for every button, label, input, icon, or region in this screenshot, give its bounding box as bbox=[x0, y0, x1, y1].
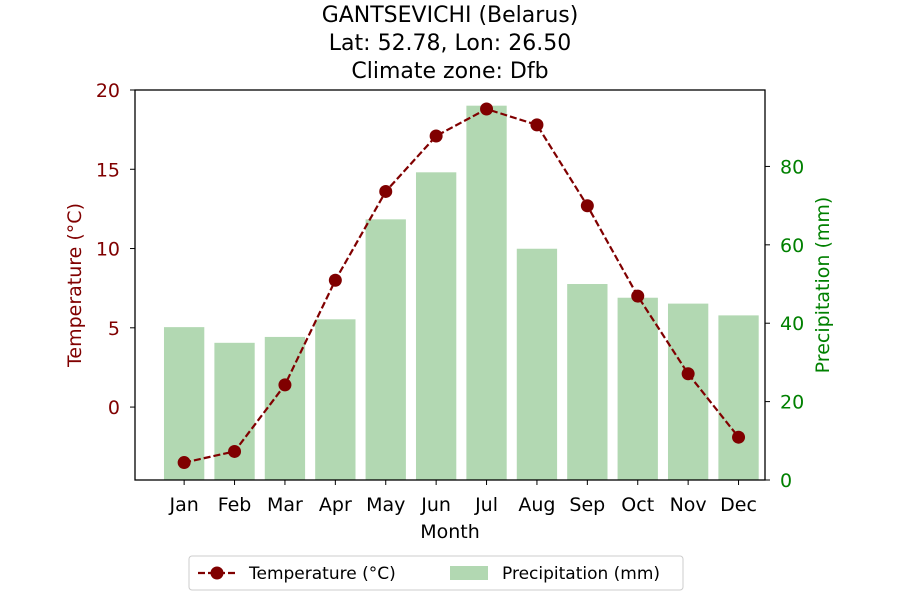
x-tick-label: Jan bbox=[168, 494, 198, 516]
precipitation-bar-jan bbox=[163, 327, 205, 480]
temperature-series bbox=[177, 102, 746, 470]
x-tick-label: Jun bbox=[420, 494, 451, 516]
temperature-point-oct bbox=[631, 289, 645, 303]
y-left-tick-label: 0 bbox=[108, 397, 120, 419]
precipitation-bar-mar bbox=[264, 336, 306, 480]
title-line-2: Lat: 52.78, Lon: 26.50 bbox=[329, 31, 571, 56]
precipitation-bar-jul bbox=[466, 105, 507, 480]
temperature-point-jun bbox=[429, 129, 443, 143]
x-tick-label: Mar bbox=[267, 494, 303, 516]
x-tick-label: Apr bbox=[319, 494, 352, 516]
y-right-tick-label: 0 bbox=[780, 470, 792, 492]
precipitation-bar-dec bbox=[718, 315, 759, 480]
y-right-tick-label: 20 bbox=[780, 392, 804, 414]
title-line-1: GANTSEVICHI (Belarus) bbox=[322, 3, 579, 28]
y-axis-left: 0 5 10 15 20 bbox=[96, 80, 135, 419]
legend-temperature-label: Temperature (°C) bbox=[248, 564, 396, 584]
precipitation-bar-apr bbox=[315, 319, 356, 480]
y-axis-right-label: Precipitation (mm) bbox=[812, 197, 834, 374]
y-right-tick-label: 80 bbox=[780, 156, 804, 178]
temperature-point-aug bbox=[530, 118, 544, 132]
legend: Temperature (°C) Precipitation (mm) bbox=[188, 555, 684, 591]
y-left-tick-label: 20 bbox=[96, 80, 120, 102]
y-right-tick-label: 40 bbox=[780, 313, 804, 335]
temperature-point-sep bbox=[580, 199, 594, 213]
y-right-tick-label: 60 bbox=[780, 235, 804, 257]
y-left-tick-label: 5 bbox=[108, 318, 120, 340]
temperature-point-apr bbox=[328, 273, 342, 287]
precipitation-bar-sep bbox=[567, 284, 608, 480]
x-tick-label: May bbox=[366, 494, 405, 516]
legend-frame bbox=[188, 555, 684, 591]
chart-title: GANTSEVICHI (Belarus) Lat: 52.78, Lon: 2… bbox=[322, 3, 579, 84]
title-line-3: Climate zone: Dfb bbox=[351, 59, 548, 84]
y-left-tick-label: 15 bbox=[96, 159, 120, 181]
precipitation-bar-jun bbox=[415, 172, 457, 480]
x-axis-label: Month bbox=[420, 521, 480, 543]
x-tick-label: Jul bbox=[474, 494, 498, 516]
plot-frame bbox=[134, 89, 766, 481]
precipitation-bar-may bbox=[365, 219, 406, 480]
legend-precipitation-swatch bbox=[450, 566, 488, 580]
x-axis: Jan Feb Mar Apr May Jun Jul Aug Sep Oct Nov Dec bbox=[168, 480, 757, 516]
x-tick-label: Oct bbox=[621, 494, 654, 516]
y-axis-right: 0 20 40 60 80 bbox=[765, 156, 804, 492]
precipitation-bar-oct bbox=[617, 297, 658, 480]
x-tick-label: Sep bbox=[569, 494, 605, 516]
precipitation-bar-feb bbox=[214, 342, 255, 480]
temperature-point-nov bbox=[681, 367, 695, 381]
x-tick-label: Dec bbox=[720, 494, 757, 516]
temperature-point-jul bbox=[480, 102, 494, 116]
temperature-line bbox=[183, 107, 740, 464]
x-tick-label: Nov bbox=[670, 494, 707, 516]
temperature-point-feb bbox=[228, 444, 242, 458]
precipitation-bars bbox=[163, 105, 759, 480]
y-left-tick-label: 10 bbox=[96, 239, 120, 261]
legend-precipitation-label: Precipitation (mm) bbox=[502, 564, 660, 584]
x-tick-label: Feb bbox=[218, 494, 252, 516]
precipitation-bar-aug bbox=[516, 248, 558, 480]
x-tick-label: Aug bbox=[518, 494, 555, 516]
temperature-point-mar bbox=[278, 378, 292, 392]
y-axis-left-label: Temperature (°C) bbox=[64, 203, 86, 368]
legend-temperature-marker bbox=[210, 566, 224, 580]
temperature-point-dec bbox=[732, 430, 746, 444]
temperature-point-may bbox=[379, 184, 393, 198]
temperature-point-jan bbox=[177, 456, 191, 470]
